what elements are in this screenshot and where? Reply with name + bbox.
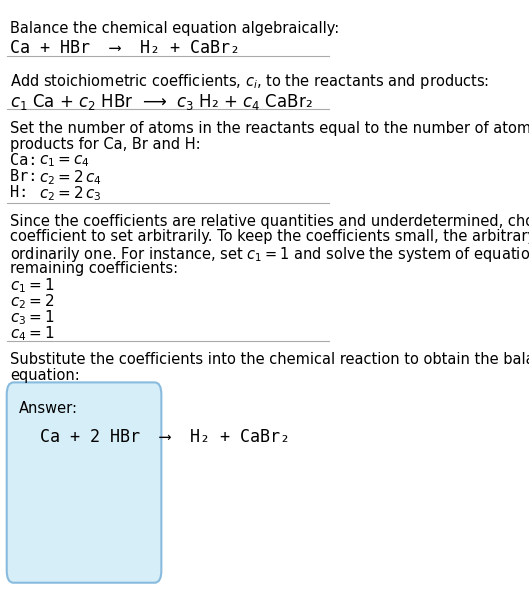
Text: equation:: equation: xyxy=(10,368,80,383)
Text: $c_1 = 1$: $c_1 = 1$ xyxy=(10,277,54,296)
Text: $c_4 = 1$: $c_4 = 1$ xyxy=(10,324,54,343)
Text: remaining coefficients:: remaining coefficients: xyxy=(10,261,178,276)
Text: coefficient to set arbitrarily. To keep the coefficients small, the arbitrary va: coefficient to set arbitrarily. To keep … xyxy=(10,229,529,245)
Text: ordinarily one. For instance, set $c_1 = 1$ and solve the system of equations fo: ordinarily one. For instance, set $c_1 =… xyxy=(10,245,529,264)
Text: Br:: Br: xyxy=(10,169,47,184)
Text: Ca:: Ca: xyxy=(10,153,47,168)
Text: Since the coefficients are relative quantities and underdetermined, choose a: Since the coefficients are relative quan… xyxy=(10,214,529,229)
Text: Balance the chemical equation algebraically:: Balance the chemical equation algebraica… xyxy=(10,21,339,36)
Text: Answer:: Answer: xyxy=(19,401,77,416)
Text: Ca + 2 HBr  ⟶  H₂ + CaBr₂: Ca + 2 HBr ⟶ H₂ + CaBr₂ xyxy=(40,428,290,446)
FancyBboxPatch shape xyxy=(7,382,161,583)
Text: $c_1 = c_4$: $c_1 = c_4$ xyxy=(39,153,89,169)
Text: products for Ca, Br and H:: products for Ca, Br and H: xyxy=(10,137,200,152)
Text: Ca + HBr  ⟶  H₂ + CaBr₂: Ca + HBr ⟶ H₂ + CaBr₂ xyxy=(10,39,240,58)
Text: Set the number of atoms in the reactants equal to the number of atoms in the: Set the number of atoms in the reactants… xyxy=(10,121,529,137)
Text: $c_1$ Ca + $c_2$ HBr  ⟶  $c_3$ H₂ + $c_4$ CaBr₂: $c_1$ Ca + $c_2$ HBr ⟶ $c_3$ H₂ + $c_4$ … xyxy=(10,92,313,112)
Text: H:: H: xyxy=(10,185,38,200)
Text: Add stoichiometric coefficients, $c_i$, to the reactants and products:: Add stoichiometric coefficients, $c_i$, … xyxy=(10,72,489,90)
Text: $c_3 = 1$: $c_3 = 1$ xyxy=(10,308,54,327)
Text: $c_2 = 2\,c_3$: $c_2 = 2\,c_3$ xyxy=(39,185,102,203)
Text: Substitute the coefficients into the chemical reaction to obtain the balanced: Substitute the coefficients into the che… xyxy=(10,352,529,367)
Text: $c_2 = 2$: $c_2 = 2$ xyxy=(10,293,54,311)
Text: $c_2 = 2\,c_4$: $c_2 = 2\,c_4$ xyxy=(39,169,102,188)
